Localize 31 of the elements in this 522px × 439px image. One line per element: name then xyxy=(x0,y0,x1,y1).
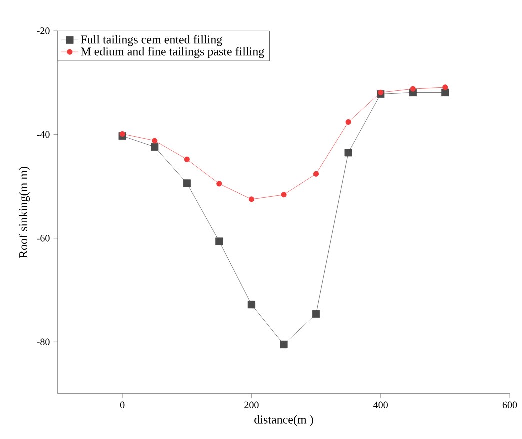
point xyxy=(120,131,126,137)
point xyxy=(248,300,256,309)
y-tick-label: -20 xyxy=(37,28,50,34)
x-axis-title: distance(m ) xyxy=(254,415,314,426)
legend-label: Full tailings cem ented filling xyxy=(81,35,222,46)
point xyxy=(410,86,416,92)
point xyxy=(280,340,288,349)
y-tick-label: -60 xyxy=(37,235,50,242)
x-tick-label: 0 xyxy=(120,402,125,409)
point xyxy=(183,180,191,188)
point xyxy=(442,88,450,97)
y-tick-label: -80 xyxy=(37,338,50,346)
legend-label: M edium and fine tailings paste filling xyxy=(81,47,264,58)
y-axis-title: Roof sinking(m m) xyxy=(18,167,30,258)
point xyxy=(216,181,222,187)
point xyxy=(346,119,352,126)
point xyxy=(248,196,255,202)
point xyxy=(378,90,384,96)
x-tick-label: 600 xyxy=(502,402,518,409)
point xyxy=(442,84,448,90)
point xyxy=(151,143,159,151)
point xyxy=(313,171,320,177)
point xyxy=(152,138,158,144)
x-tick-label: 400 xyxy=(374,402,388,409)
point xyxy=(216,238,224,246)
point xyxy=(281,192,287,198)
x-tick-label: 200 xyxy=(244,402,259,409)
point xyxy=(344,149,352,157)
point xyxy=(184,156,190,162)
point xyxy=(312,310,320,318)
y-tick-label: -40 xyxy=(37,131,50,138)
